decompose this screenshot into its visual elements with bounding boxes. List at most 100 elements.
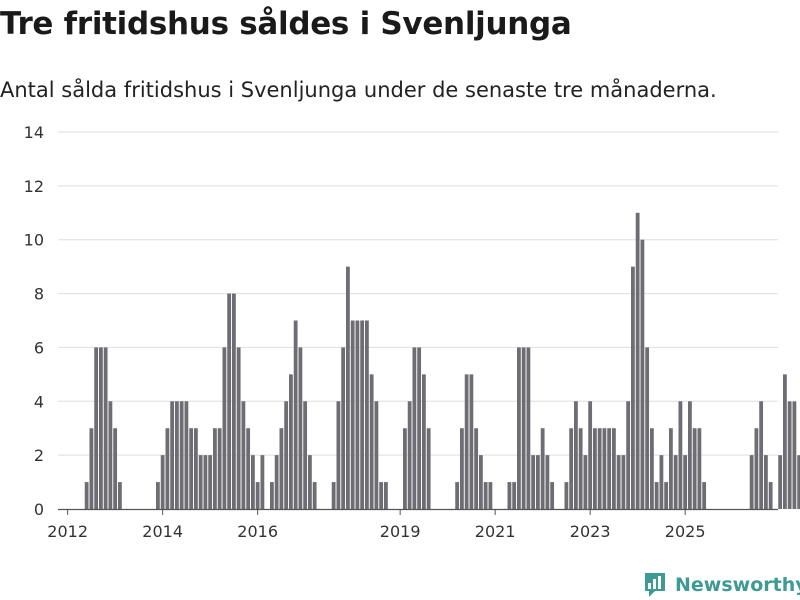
bar <box>460 428 464 509</box>
bar <box>308 455 312 509</box>
bar <box>198 455 203 509</box>
bar <box>331 482 336 509</box>
bar <box>749 455 754 509</box>
y-tick-label: 4 <box>34 392 44 411</box>
bar <box>464 374 469 509</box>
bar <box>103 347 108 509</box>
y-tick-label: 0 <box>34 500 44 519</box>
bar <box>474 428 479 509</box>
bar <box>688 401 692 509</box>
bar <box>654 482 659 509</box>
y-tick-label: 8 <box>34 285 44 304</box>
bar <box>616 455 621 509</box>
bar <box>631 266 635 509</box>
x-tick-label: 2012 <box>47 522 88 541</box>
bar <box>697 428 702 509</box>
bar <box>94 347 99 509</box>
bar <box>232 293 236 509</box>
bar <box>607 428 612 509</box>
bar <box>99 347 103 509</box>
bar <box>365 320 369 509</box>
bar <box>621 455 626 509</box>
bar <box>659 455 664 509</box>
y-tick-label: 2 <box>34 446 44 465</box>
bar <box>778 455 783 509</box>
bar <box>270 482 274 509</box>
bar <box>184 401 189 509</box>
y-tick-label: 14 <box>24 123 44 142</box>
bar <box>488 482 493 509</box>
bar <box>797 455 800 509</box>
bar <box>241 401 246 509</box>
bar <box>303 401 308 509</box>
bar <box>298 347 303 509</box>
bar <box>512 482 517 509</box>
bar <box>260 455 265 509</box>
brand[interactable]: Newsworthy <box>643 570 800 600</box>
bar <box>588 401 593 509</box>
bar <box>754 428 759 509</box>
bar <box>422 374 426 509</box>
bar <box>764 455 768 509</box>
x-tick-label: 2016 <box>237 522 278 541</box>
bar <box>626 401 631 509</box>
bar <box>208 455 213 509</box>
bar <box>89 428 94 509</box>
bar <box>640 239 645 509</box>
bar <box>540 428 545 509</box>
bar <box>768 482 773 509</box>
bar <box>678 401 683 509</box>
bar <box>645 347 650 509</box>
bar <box>569 428 574 509</box>
bar <box>118 482 122 509</box>
bar <box>293 320 298 509</box>
bar <box>160 455 165 509</box>
bar <box>194 428 198 509</box>
bar <box>635 212 640 510</box>
y-tick-label: 12 <box>24 177 44 196</box>
bar <box>702 482 707 509</box>
bar <box>593 428 597 509</box>
bar <box>759 401 764 509</box>
bar <box>545 455 550 509</box>
x-tick-label: 2014 <box>142 522 183 541</box>
bar <box>274 455 279 509</box>
bar <box>531 455 536 509</box>
newsworthy-logo-icon <box>645 573 665 597</box>
bar <box>246 428 251 509</box>
bar <box>650 428 654 509</box>
bar <box>526 347 531 509</box>
bar <box>175 401 179 509</box>
bar <box>84 482 89 509</box>
bar <box>108 401 113 509</box>
chart-title: Tre fritidshus såldes i Svenljunga <box>0 6 572 42</box>
bars <box>84 212 800 510</box>
x-tick-label: 2021 <box>475 522 516 541</box>
bar <box>521 347 526 509</box>
x-axis: 2012 2014 2016 2019 2021 2023 2025 <box>47 508 778 541</box>
bar <box>374 401 379 509</box>
bar <box>664 482 669 509</box>
bar <box>578 428 583 509</box>
bar <box>469 374 474 509</box>
bar <box>289 374 293 509</box>
x-tick-label: 2023 <box>570 522 611 541</box>
bar <box>379 482 384 509</box>
bar <box>236 347 241 509</box>
bar <box>407 401 412 509</box>
bar <box>683 455 688 509</box>
bar <box>350 320 355 509</box>
y-tick-label: 10 <box>24 231 44 250</box>
bar <box>384 482 388 509</box>
bar <box>203 455 208 509</box>
bar <box>189 428 194 509</box>
bar <box>692 428 697 509</box>
bar <box>227 293 232 509</box>
bar <box>346 266 350 509</box>
bar <box>673 455 678 509</box>
bar <box>222 347 227 509</box>
bar <box>536 455 540 509</box>
bar <box>455 482 460 509</box>
bar <box>165 428 170 509</box>
bar <box>426 428 431 509</box>
